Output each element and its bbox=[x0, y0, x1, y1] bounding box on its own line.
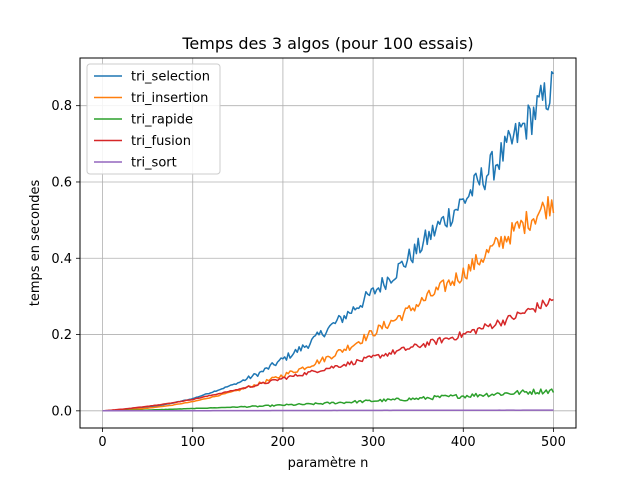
y-tick-label: 0.4 bbox=[51, 252, 72, 267]
series-lines bbox=[102, 70, 555, 412]
series-line-tri-fusion bbox=[102, 298, 554, 412]
axis-ticks: 0 100 200 300 400 500 0.0 0.2 0.4 0.6 0.8 bbox=[51, 99, 566, 450]
x-tick-label: 100 bbox=[180, 435, 205, 450]
legend-label: tri_sort bbox=[131, 156, 177, 171]
legend-label: tri_fusion bbox=[131, 134, 191, 149]
x-tick-label: 0 bbox=[98, 435, 106, 450]
legend-label: tri_selection bbox=[131, 70, 210, 85]
x-tick-label: 200 bbox=[270, 435, 295, 450]
x-axis-title: paramètre n bbox=[288, 456, 369, 471]
y-axis-title: temps en secondes bbox=[28, 180, 43, 307]
y-tick-label: 0.8 bbox=[51, 99, 72, 114]
y-tick-label: 0.2 bbox=[51, 328, 72, 343]
series-line-tri-rapide bbox=[102, 388, 555, 412]
grid bbox=[80, 58, 576, 428]
y-tick-label: 0.6 bbox=[51, 175, 72, 190]
y-tick-label: 0.0 bbox=[51, 404, 72, 419]
x-tick-label: 300 bbox=[361, 435, 386, 450]
legend-box bbox=[86, 63, 221, 175]
legend: tri_selection tri_insertion tri_rapide tri_… bbox=[86, 63, 221, 175]
legend-label: tri_insertion bbox=[131, 91, 208, 106]
plot-frame bbox=[79, 57, 577, 429]
x-tick-label: 400 bbox=[451, 435, 476, 450]
series-line-tri-sort bbox=[102, 409, 554, 412]
chart-title: Temps des 3 algos (pour 100 essais) bbox=[181, 34, 473, 53]
series-line-tri-insertion bbox=[102, 196, 555, 412]
x-tick-label: 500 bbox=[541, 435, 566, 450]
legend-label: tri_rapide bbox=[131, 113, 193, 128]
